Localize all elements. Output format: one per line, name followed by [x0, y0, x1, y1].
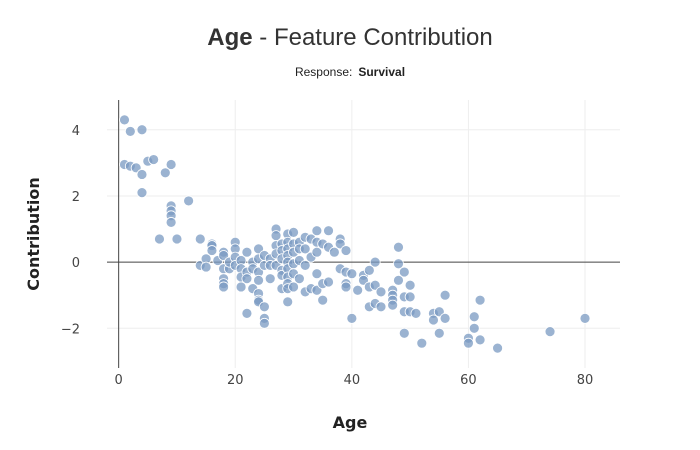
data-point	[393, 274, 404, 286]
y-tick-label: 0	[72, 256, 80, 271]
tick-labels: 0 20 40 60 80 −2 0 2 4	[61, 124, 593, 388]
data-point	[404, 279, 416, 291]
data-point	[183, 195, 195, 207]
data-point	[428, 314, 439, 326]
data-point	[544, 326, 556, 338]
data-point	[404, 291, 416, 303]
data-point	[154, 233, 165, 245]
data-point	[468, 311, 480, 323]
data-point	[375, 286, 387, 298]
data-point	[393, 258, 404, 270]
data-point	[398, 327, 410, 339]
data-point	[258, 317, 270, 329]
data-point	[171, 233, 183, 245]
data-point	[124, 126, 136, 137]
data-point	[288, 281, 299, 293]
data-point	[159, 167, 171, 179]
data-point	[206, 245, 218, 256]
chart-title: Age - Feature Contribution	[207, 24, 492, 51]
data-point	[340, 245, 352, 256]
data-point	[241, 273, 253, 285]
data-point	[352, 284, 364, 296]
data-point	[346, 312, 358, 324]
x-tick-label: 80	[577, 373, 594, 388]
data-point	[241, 308, 253, 319]
data-point	[136, 187, 148, 199]
data-point	[282, 296, 294, 308]
data-point	[317, 294, 329, 306]
subtitle-label: Response:	[295, 65, 352, 79]
data-point	[235, 281, 247, 293]
data-point	[416, 337, 428, 349]
data-point	[387, 299, 399, 311]
data-point	[258, 301, 270, 313]
axes	[107, 100, 620, 368]
data-point	[293, 273, 305, 285]
data-point	[340, 281, 352, 293]
y-axis-title: Contribution	[24, 177, 43, 291]
data-point	[369, 256, 381, 268]
y-tick-label: −2	[61, 322, 80, 337]
data-point	[299, 243, 311, 255]
x-tick-label: 60	[460, 373, 477, 388]
grid-lines	[107, 100, 620, 368]
data-point	[165, 159, 177, 170]
data-point	[439, 312, 451, 324]
chart-title-bold: Age	[207, 24, 252, 51]
data-point	[323, 276, 334, 288]
data-point	[119, 114, 130, 126]
data-point	[398, 266, 410, 278]
data-point	[579, 312, 591, 324]
y-tick-label: 4	[72, 124, 80, 139]
data-point	[375, 301, 387, 313]
data-point	[328, 246, 340, 258]
x-tick-label: 40	[344, 373, 361, 388]
data-point	[474, 334, 486, 346]
data-point	[492, 342, 503, 354]
data-point	[253, 274, 264, 286]
data-point	[463, 337, 474, 349]
data-point	[433, 327, 445, 339]
data-point	[200, 261, 212, 273]
data-point	[311, 225, 323, 237]
x-tick-label: 0	[115, 373, 123, 388]
data-point	[346, 268, 358, 280]
subtitle-value: Survival	[358, 65, 405, 79]
data-point	[323, 225, 334, 237]
x-axis-title: Age	[333, 413, 368, 432]
data-point	[165, 217, 177, 228]
y-tick-label: 2	[72, 190, 80, 205]
data-point	[264, 273, 276, 285]
data-point	[393, 241, 404, 253]
data-point	[136, 169, 148, 180]
data-points	[119, 114, 591, 354]
chart-subtitle: Response: Survival	[295, 65, 405, 79]
data-point	[311, 246, 323, 258]
chart-title-rest: - Feature Contribution	[253, 24, 493, 51]
data-point	[311, 268, 323, 280]
data-point	[468, 322, 480, 334]
data-point	[299, 260, 311, 271]
data-point	[288, 226, 299, 238]
data-point	[136, 124, 148, 136]
data-point	[474, 294, 486, 306]
x-tick-label: 20	[227, 373, 244, 388]
data-point	[241, 246, 253, 258]
data-point	[439, 289, 451, 301]
data-point	[363, 264, 375, 276]
data-point	[194, 233, 206, 245]
data-point	[148, 154, 160, 165]
data-point	[410, 308, 422, 319]
data-point	[218, 281, 229, 293]
